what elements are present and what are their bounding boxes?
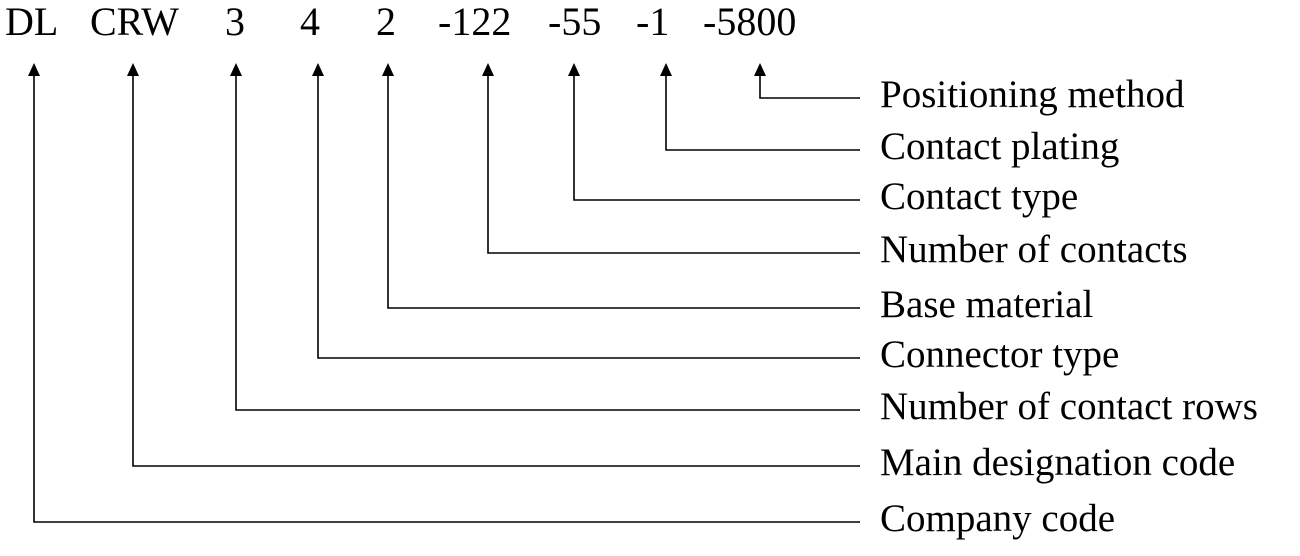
meaning-label: Number of contacts [880, 228, 1188, 271]
arrowhead [568, 63, 580, 76]
leader-line [665, 73, 860, 151]
code-segment: -55 [548, 0, 601, 44]
meaning-label: Contact plating [880, 125, 1119, 168]
leader-line [487, 73, 860, 254]
meaning-label: Number of contact rows [880, 385, 1258, 428]
meaning-label: Connector type [880, 333, 1119, 376]
leader-line [235, 73, 860, 411]
code-segment: 4 [300, 0, 320, 44]
leader-line [132, 73, 860, 467]
arrowhead [28, 63, 40, 76]
arrowhead [312, 63, 324, 76]
arrowhead [127, 63, 139, 76]
leader-line [33, 73, 860, 523]
meaning-label: Company code [880, 497, 1115, 540]
arrowhead [382, 63, 394, 76]
code-segment: 2 [376, 0, 396, 44]
leader-line [317, 73, 860, 359]
arrowhead [660, 63, 672, 76]
meaning-label: Main designation code [880, 441, 1235, 484]
arrowhead [230, 63, 242, 76]
leader-line [387, 73, 860, 309]
arrowhead [482, 63, 494, 76]
meaning-label: Base material [880, 283, 1093, 326]
meaning-label: Positioning method [880, 73, 1185, 116]
arrowhead [754, 63, 766, 76]
code-segment: DL [5, 0, 58, 44]
code-segment: 3 [225, 0, 245, 44]
code-segment: -5800 [703, 0, 796, 44]
code-segment: -1 [636, 0, 669, 44]
leader-line [573, 73, 860, 201]
meaning-label: Contact type [880, 175, 1078, 218]
code-segment: CRW [90, 0, 179, 44]
code-segment: -122 [438, 0, 511, 44]
leader-line [759, 73, 860, 99]
